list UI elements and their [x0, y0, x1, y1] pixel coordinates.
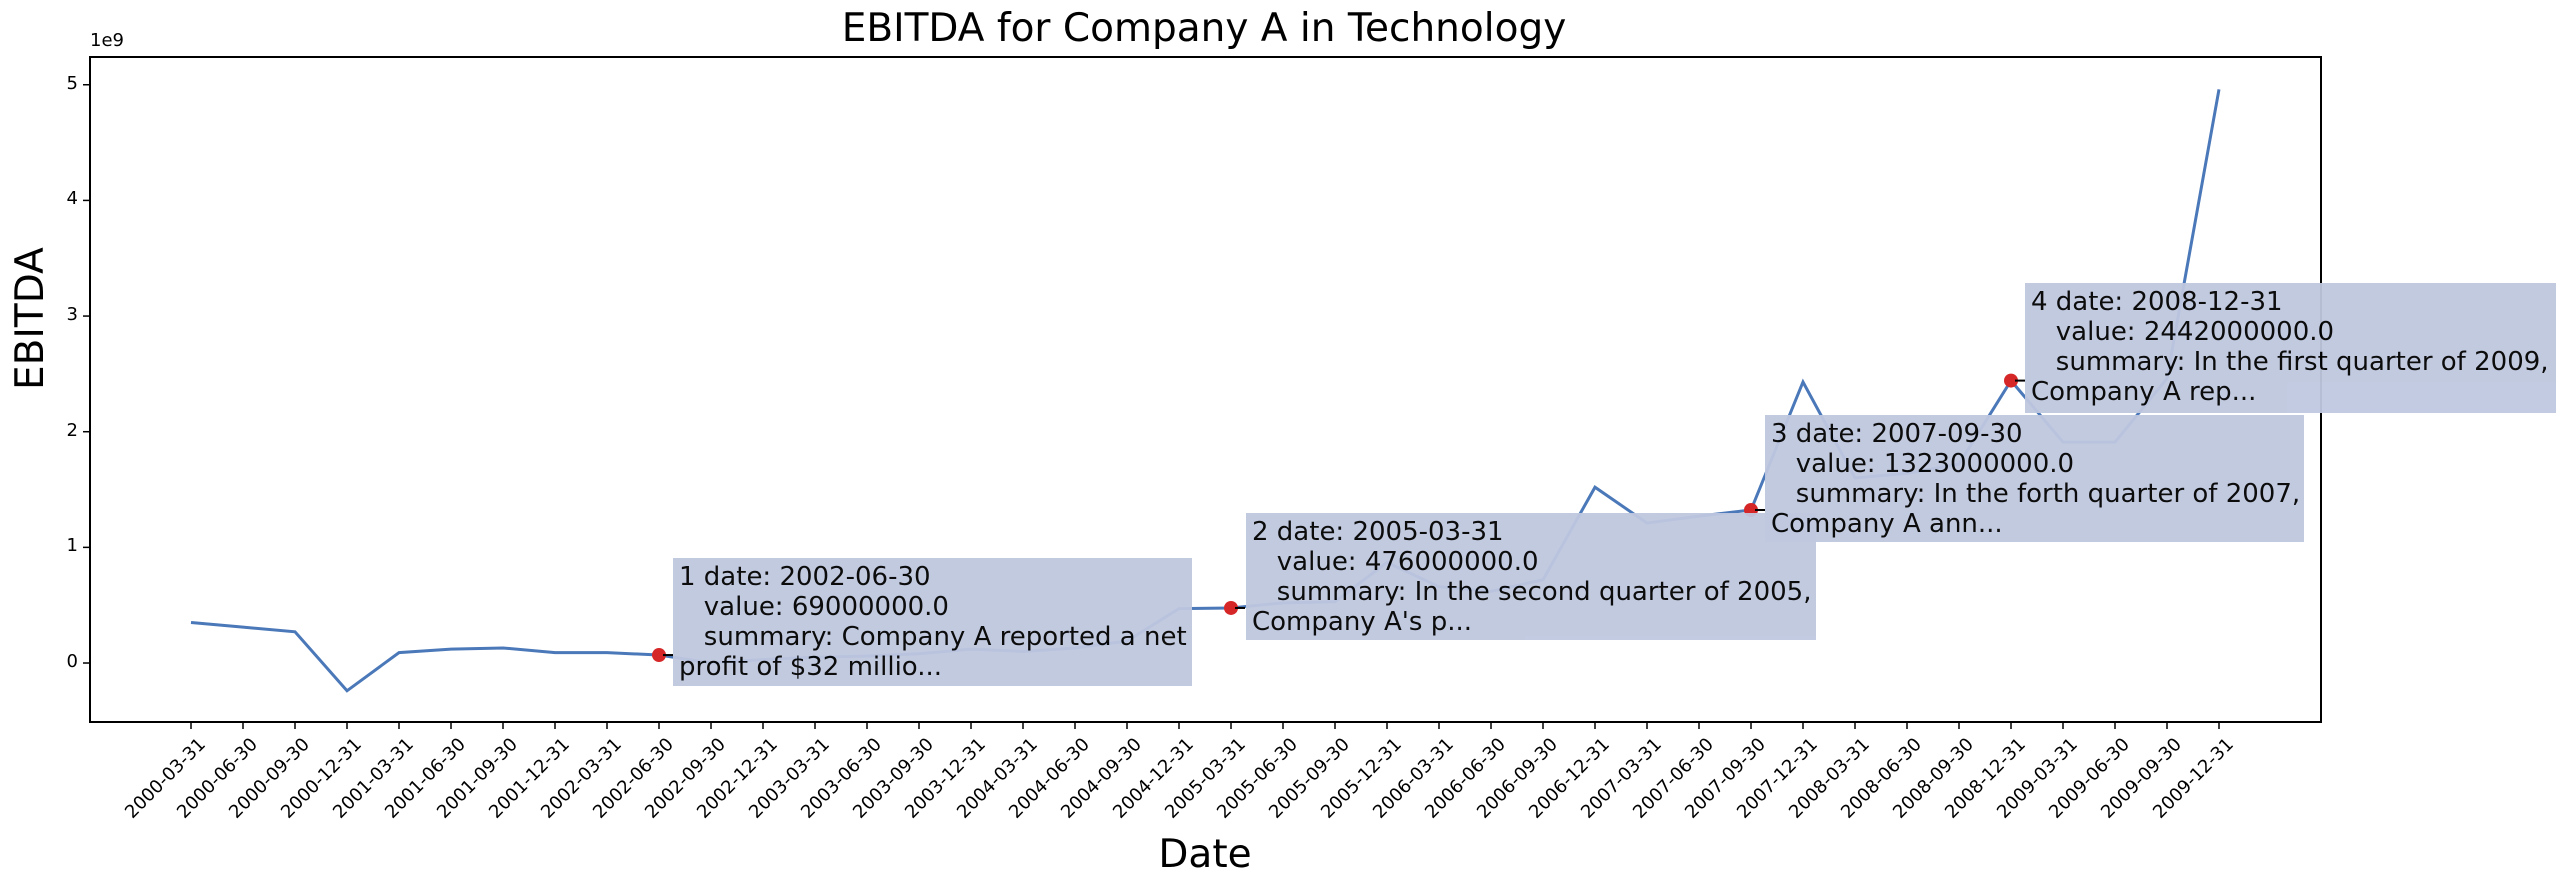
chart-title: EBITDA for Company A in Technology: [841, 6, 1567, 51]
annotation-marker: [2004, 373, 2018, 388]
y-tick-label: 2: [66, 419, 78, 441]
y-tick-label: 4: [66, 188, 78, 210]
annotation-markers: [652, 373, 2025, 663]
y-tick-label: 0: [66, 651, 78, 673]
x-axis-label: Date: [1158, 832, 1252, 877]
annotation-marker: [652, 648, 666, 663]
y-tick-label: 3: [66, 304, 78, 326]
annotation-box-3: 3 date: 2007-09-30 value: 1323000000.0 s…: [1765, 415, 2304, 542]
axes-frame: [89, 56, 2322, 723]
annotation-box-1: 1 date: 2002-06-30 value: 69000000.0 sum…: [673, 558, 1192, 686]
annotation-box-2: 2 date: 2005-03-31 value: 476000000.0 su…: [1246, 513, 1816, 640]
ebitda-line: [190, 89, 2221, 693]
annotation-box-4: 4 date: 2008-12-31 value: 2442000000.0 s…: [2025, 283, 2556, 413]
y-tick-label: 5: [66, 72, 78, 94]
annotation-marker: [1224, 600, 1238, 615]
y-axis-offset-label: 1e9: [90, 30, 124, 51]
axis-ticks: [83, 84, 2220, 729]
y-tick-label: 1: [66, 535, 78, 557]
